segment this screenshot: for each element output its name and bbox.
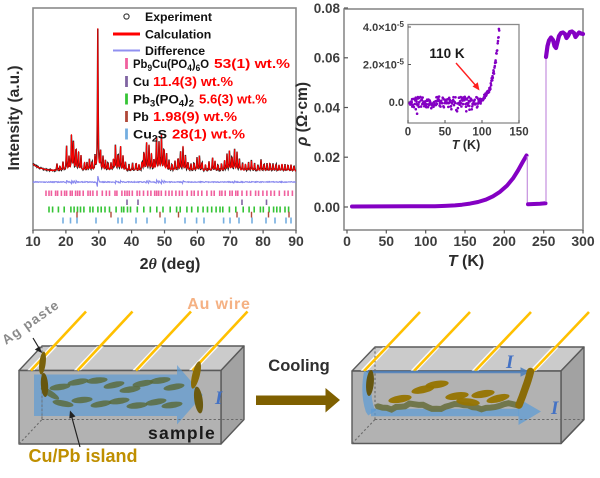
svg-text:Pb9Cu(PO4)6O: Pb9Cu(PO4)6O [133, 57, 209, 73]
svg-text:Cu: Cu [133, 75, 149, 89]
svg-text:60: 60 [190, 233, 206, 249]
svg-text:Pb: Pb [133, 110, 149, 124]
svg-text:110 K: 110 K [429, 46, 465, 61]
svg-text:50: 50 [439, 127, 452, 139]
svg-text:0.08: 0.08 [314, 1, 341, 16]
svg-text:Experiment: Experiment [145, 10, 212, 24]
svg-text:Cooling: Cooling [268, 357, 329, 375]
svg-text:I: I [550, 398, 559, 419]
svg-text:40: 40 [124, 233, 140, 249]
svg-text:53(1) wt.%: 53(1) wt.% [214, 56, 291, 71]
svg-text:0.06: 0.06 [314, 51, 341, 66]
svg-text:200: 200 [493, 233, 517, 249]
svg-text:Difference: Difference [145, 44, 205, 58]
svg-text:300: 300 [571, 233, 595, 249]
svg-text:250: 250 [532, 233, 556, 249]
svg-text:Calculation: Calculation [145, 28, 211, 42]
svg-text:0: 0 [405, 127, 411, 139]
svg-text:sample: sample [148, 423, 216, 443]
svg-text:0.0: 0.0 [389, 97, 404, 109]
svg-text:30: 30 [91, 233, 107, 249]
svg-text:0.04: 0.04 [314, 100, 341, 115]
svg-text:50: 50 [379, 233, 395, 249]
svg-text:4.0×10-5: 4.0×10-5 [363, 20, 405, 34]
svg-text:ρ (Ω·cm): ρ (Ω·cm) [294, 82, 311, 147]
svg-text:I: I [214, 388, 223, 409]
svg-text:2.0×10-5: 2.0×10-5 [363, 58, 405, 72]
svg-text:10: 10 [25, 233, 41, 249]
svg-text:Cu/Pb island: Cu/Pb island [28, 446, 137, 466]
svg-text:100: 100 [414, 233, 438, 249]
svg-text:Au wire: Au wire [187, 296, 250, 313]
svg-text:0.02: 0.02 [314, 150, 340, 165]
svg-text:70: 70 [222, 233, 238, 249]
svg-text:90: 90 [288, 233, 304, 249]
svg-text:80: 80 [255, 233, 271, 249]
svg-text:1.98(9) wt.%: 1.98(9) wt.% [153, 109, 237, 124]
svg-text:T (K): T (K) [448, 253, 484, 270]
svg-text:28(1) wt.%: 28(1) wt.% [172, 127, 245, 142]
svg-text:Intensity (a.u.): Intensity (a.u.) [6, 65, 23, 170]
svg-text:50: 50 [157, 233, 173, 249]
svg-text:150: 150 [509, 127, 528, 139]
svg-text:11.4(3) wt.%: 11.4(3) wt.% [153, 74, 233, 89]
svg-text:T (K): T (K) [452, 138, 480, 152]
svg-text:0.00: 0.00 [314, 200, 340, 215]
svg-text:0: 0 [343, 233, 351, 249]
svg-text:Pb3(PO4)2: Pb3(PO 4)2 [133, 93, 194, 109]
svg-text:5.6(3) wt.%: 5.6(3) wt.% [199, 92, 267, 107]
svg-text:I: I [505, 352, 514, 373]
svg-text:150: 150 [453, 233, 477, 249]
svg-text:2θ (deg): 2θ (deg) [140, 256, 201, 273]
svg-text:100: 100 [472, 127, 491, 139]
svg-text:20: 20 [58, 233, 74, 249]
